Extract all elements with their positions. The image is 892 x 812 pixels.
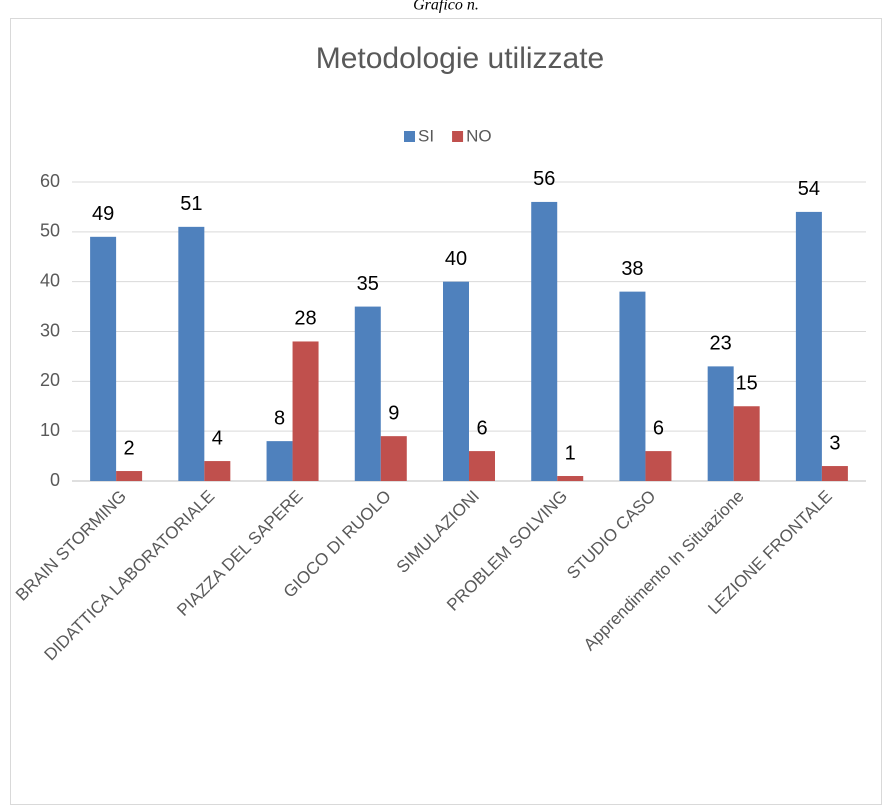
data-label: 2: [124, 437, 135, 459]
legend-swatch: [404, 131, 415, 142]
y-tick-label: 20: [40, 370, 60, 390]
data-label: 6: [476, 417, 487, 439]
data-label: 51: [180, 193, 202, 215]
data-label: 56: [533, 168, 555, 190]
data-label: 35: [357, 273, 379, 295]
y-tick-label: 50: [40, 221, 60, 241]
bar: [116, 471, 143, 481]
y-tick-label: 40: [40, 270, 60, 290]
bar: [557, 476, 584, 481]
bar: [795, 211, 822, 481]
bar: [733, 406, 760, 481]
bar: [707, 366, 734, 481]
data-label: 49: [92, 203, 114, 225]
y-tick-label: 30: [40, 320, 60, 340]
data-label: 23: [710, 333, 732, 355]
caption: Grafico n.: [413, 0, 479, 14]
data-label: 3: [829, 432, 840, 454]
bar: [619, 291, 646, 481]
bar: [645, 451, 672, 481]
bar: [90, 236, 117, 481]
bar: [204, 461, 231, 481]
bar: [178, 226, 205, 481]
data-label: 6: [653, 417, 664, 439]
bar: [266, 441, 293, 481]
chart-title: Metodologie utilizzate: [316, 42, 605, 75]
data-label: 1: [565, 442, 576, 464]
y-tick-label: 10: [40, 420, 60, 440]
data-label: 9: [388, 402, 399, 424]
data-label: 38: [621, 258, 643, 280]
data-label: 4: [212, 427, 223, 449]
y-tick-label: 60: [40, 171, 60, 191]
bar: [380, 436, 407, 481]
legend-label: NO: [466, 126, 492, 145]
bar: [354, 306, 381, 481]
bar: [821, 466, 848, 481]
y-tick-label: 0: [50, 470, 60, 490]
data-label: 28: [294, 308, 316, 330]
data-label: 8: [274, 407, 285, 429]
data-label: 15: [736, 373, 758, 395]
bar: [469, 451, 495, 481]
legend-swatch: [452, 131, 464, 142]
bar: [443, 281, 469, 481]
bar: [292, 341, 319, 481]
data-label: 40: [445, 248, 467, 270]
data-label: 54: [798, 178, 820, 200]
legend-label: SI: [418, 126, 434, 145]
bar: [531, 201, 558, 481]
